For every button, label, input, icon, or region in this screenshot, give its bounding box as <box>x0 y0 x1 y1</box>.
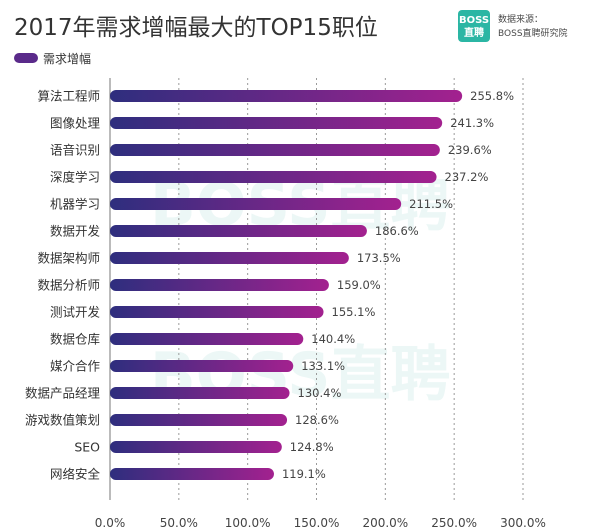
category-labels: 算法工程师图像处理语音识别深度学习机器学习数据开发数据架构师数据分析师测试开发数… <box>25 89 101 482</box>
bar <box>110 306 324 318</box>
data-label: 128.6% <box>295 413 339 427</box>
legend-swatch <box>14 53 38 63</box>
source-value: BOSS直聘研究院 <box>498 27 568 39</box>
source-label: 数据来源： <box>498 13 543 25</box>
x-tick-label: 300.0% <box>500 516 546 530</box>
data-label: 173.5% <box>357 251 401 265</box>
bar <box>110 90 463 102</box>
bar <box>110 387 290 399</box>
bar <box>110 117 443 129</box>
x-tick-label: 100.0% <box>225 516 271 530</box>
data-label: 140.4% <box>311 332 355 346</box>
boss-logo <box>458 10 490 42</box>
data-label: 124.8% <box>290 440 334 454</box>
x-tick-label: 250.0% <box>431 516 477 530</box>
bar <box>110 144 440 156</box>
bar <box>110 252 349 264</box>
bar <box>110 468 274 480</box>
bar <box>110 279 329 291</box>
category-label: 深度学习 <box>50 170 100 185</box>
bar <box>110 441 282 453</box>
category-label: 网络安全 <box>50 467 101 482</box>
category-label: 数据仓库 <box>50 332 100 347</box>
category-label: 数据开发 <box>50 224 101 239</box>
bar <box>110 198 402 210</box>
data-label: 130.4% <box>298 386 342 400</box>
category-label: 语音识别 <box>50 143 100 158</box>
bar <box>110 171 437 183</box>
bar <box>110 414 288 426</box>
data-label: 159.0% <box>337 278 381 292</box>
category-label: 数据架构师 <box>37 251 100 266</box>
category-label: 测试开发 <box>50 305 101 320</box>
data-label: 239.6% <box>448 143 492 157</box>
category-label: 数据分析师 <box>37 278 100 293</box>
bar <box>110 360 294 372</box>
x-tick-label: 150.0% <box>294 516 340 530</box>
category-label: 机器学习 <box>50 197 100 212</box>
legend-label: 需求增幅 <box>43 51 91 66</box>
x-tick-label: 50.0% <box>160 516 198 530</box>
value-labels: 255.8% 241.3% 239.6% 237.2% 211.5% 186.6% 173.… <box>282 89 514 481</box>
category-label: 图像处理 <box>50 116 101 131</box>
bars <box>110 90 463 480</box>
category-label: 媒介合作 <box>50 359 101 374</box>
category-label: 数据产品经理 <box>25 386 101 401</box>
data-label: 241.3% <box>450 116 494 130</box>
data-label: 255.8% <box>470 89 514 103</box>
logo-line2: 直聘 <box>464 26 484 39</box>
category-label: SEO <box>74 440 100 455</box>
data-label: 119.1% <box>282 467 326 481</box>
x-axis-ticks: 0.0% 50.0% 100.0% 150.0% 200.0% 250.0% 300.0% <box>95 516 546 530</box>
logo-line1: BOSS <box>459 15 489 26</box>
data-label: 211.5% <box>409 197 453 211</box>
bar <box>110 225 367 237</box>
category-label: 游戏数值策划 <box>25 413 100 428</box>
data-label: 186.6% <box>375 224 419 238</box>
bar <box>110 333 304 345</box>
data-label: 133.1% <box>301 359 345 373</box>
x-tick-label: 0.0% <box>95 516 126 530</box>
category-label: 算法工程师 <box>37 89 100 104</box>
data-label: 237.2% <box>445 170 489 184</box>
chart-title: 2017年需求增幅最大的TOP15职位 <box>14 15 378 41</box>
data-label: 155.1% <box>332 305 376 319</box>
credit-watermark: 百家号/智递科技 <box>475 501 563 516</box>
x-tick-label: 200.0% <box>362 516 408 530</box>
